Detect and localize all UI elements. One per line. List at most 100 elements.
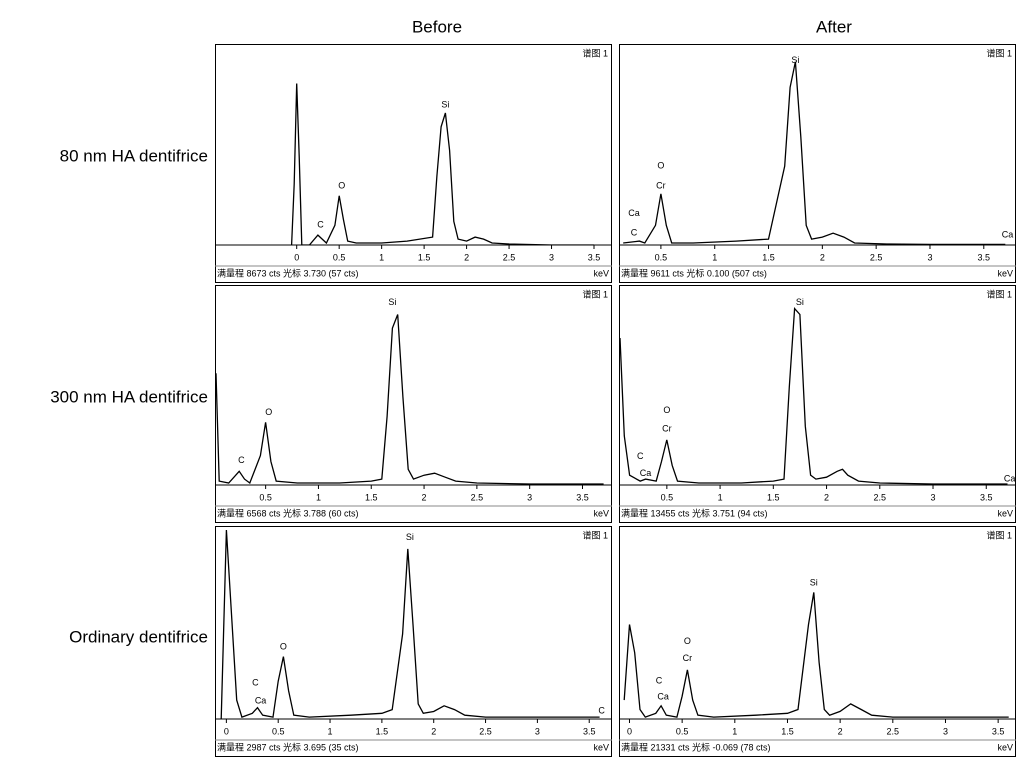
x-tick-label: 2.5 xyxy=(471,492,484,502)
x-tick-label: 3.5 xyxy=(978,252,991,262)
x-tick-label: 2 xyxy=(464,252,469,262)
x-tick-label: 1 xyxy=(732,726,737,736)
x-tick-label: 0.5 xyxy=(661,492,674,502)
peak-label: Si xyxy=(791,55,799,65)
x-tick-label: 3 xyxy=(927,252,932,262)
x-tick-label: 1.5 xyxy=(767,492,780,502)
panel-label: 谱图 1 xyxy=(986,288,1012,299)
peak-label: Ca xyxy=(1002,230,1014,240)
x-tick-label: 1.5 xyxy=(376,726,389,736)
peak-label: O xyxy=(338,180,345,190)
x-tick-label: 1.5 xyxy=(365,492,378,502)
x-tick-label: 3.5 xyxy=(576,492,589,502)
peak-label: Cr xyxy=(656,180,666,190)
x-tick-label: 1.5 xyxy=(418,252,431,262)
row-label: 300 nm HA dentifrice xyxy=(50,387,208,406)
x-tick-label: 3 xyxy=(549,252,554,262)
x-tick-label: 2 xyxy=(824,492,829,502)
peak-label: Cr xyxy=(662,423,672,433)
status-bar: 满量程 9611 cts 光标 0.100 (507 cts) xyxy=(621,267,767,278)
spectrum-line xyxy=(623,592,1009,718)
x-tick-label: 0.5 xyxy=(655,252,668,262)
peak-label: Ca xyxy=(255,695,267,705)
x-tick-label: 3.5 xyxy=(583,726,596,736)
spectrum-line xyxy=(216,314,604,485)
x-axis-unit: keV xyxy=(593,268,609,278)
x-tick-label: 2 xyxy=(820,252,825,262)
x-axis-unit: keV xyxy=(593,508,609,518)
peak-label: Si xyxy=(406,532,414,542)
x-tick-label: 3 xyxy=(943,726,948,736)
peak-label: C xyxy=(656,676,663,686)
column-title: After xyxy=(816,17,852,36)
x-tick-label: 0 xyxy=(224,726,229,736)
status-bar: 满量程 21331 cts 光标 -0.069 (78 cts) xyxy=(621,741,771,752)
x-tick-label: 2 xyxy=(838,726,843,736)
x-tick-label: 3.5 xyxy=(992,726,1005,736)
x-tick-label: 1 xyxy=(316,492,321,502)
x-axis-unit: keV xyxy=(997,268,1013,278)
panel-frame xyxy=(215,44,612,283)
spectrum-line xyxy=(623,61,1006,245)
peak-label: Si xyxy=(796,297,804,307)
peak-label: Ca xyxy=(657,691,669,701)
panel-label: 谱图 1 xyxy=(986,47,1012,58)
peak-label: C xyxy=(598,705,605,715)
spectrum-line xyxy=(620,307,1008,485)
x-axis-unit: keV xyxy=(997,742,1013,752)
spectrum-line xyxy=(290,83,594,245)
x-tick-label: 1.5 xyxy=(781,726,794,736)
peak-label: Cr xyxy=(683,653,693,663)
panel-label: 谱图 1 xyxy=(582,288,608,299)
x-tick-label: 3 xyxy=(527,492,532,502)
panel-label: 谱图 1 xyxy=(986,529,1012,540)
status-bar: 满量程 6568 cts 光标 3.788 (60 cts) xyxy=(217,507,359,518)
x-tick-label: 1 xyxy=(328,726,333,736)
peak-label: Ca xyxy=(640,468,652,478)
peak-label: Si xyxy=(810,577,818,587)
x-tick-label: 1 xyxy=(379,252,384,262)
x-tick-label: 1 xyxy=(712,252,717,262)
x-tick-label: 2 xyxy=(422,492,427,502)
peak-label: O xyxy=(657,161,664,171)
x-tick-label: 0.5 xyxy=(333,252,346,262)
peak-label: C xyxy=(631,228,638,238)
x-tick-label: 2.5 xyxy=(887,726,900,736)
x-tick-label: 1.5 xyxy=(762,252,775,262)
status-bar: 满量程 8673 cts 光标 3.730 (57 cts) xyxy=(217,267,359,278)
x-tick-label: 3.5 xyxy=(588,252,601,262)
peak-label: Si xyxy=(388,297,396,307)
peak-label: Si xyxy=(441,99,449,109)
x-tick-label: 0.5 xyxy=(676,726,689,736)
x-tick-label: 0.5 xyxy=(259,492,272,502)
panel-frame xyxy=(215,285,612,523)
panel-frame xyxy=(619,285,1016,523)
panel-frame xyxy=(619,44,1016,283)
status-bar: 满量程 2987 cts 光标 3.695 (35 cts) xyxy=(217,741,359,752)
peak-label: C xyxy=(317,220,324,230)
x-tick-label: 0.5 xyxy=(272,726,285,736)
peak-label: O xyxy=(280,642,287,652)
peak-label: O xyxy=(684,636,691,646)
x-tick-label: 3 xyxy=(931,492,936,502)
x-axis-unit: keV xyxy=(593,742,609,752)
x-tick-label: 0 xyxy=(627,726,632,736)
peak-label: C xyxy=(252,677,259,687)
x-tick-label: 2 xyxy=(431,726,436,736)
peak-label: C xyxy=(637,451,644,461)
x-tick-label: 3.5 xyxy=(980,492,993,502)
spectrum-line xyxy=(220,529,600,719)
panel-label: 谱图 1 xyxy=(582,47,608,58)
peak-label: Ca xyxy=(628,208,640,218)
x-axis-unit: keV xyxy=(997,508,1013,518)
peak-label: Ca xyxy=(1004,473,1016,483)
row-label: 80 nm HA dentifrice xyxy=(60,146,208,165)
x-tick-label: 2.5 xyxy=(870,252,883,262)
x-tick-label: 0 xyxy=(294,252,299,262)
x-tick-label: 3 xyxy=(535,726,540,736)
peak-label: O xyxy=(663,405,670,415)
x-tick-label: 2.5 xyxy=(479,726,492,736)
peak-label: O xyxy=(265,407,272,417)
